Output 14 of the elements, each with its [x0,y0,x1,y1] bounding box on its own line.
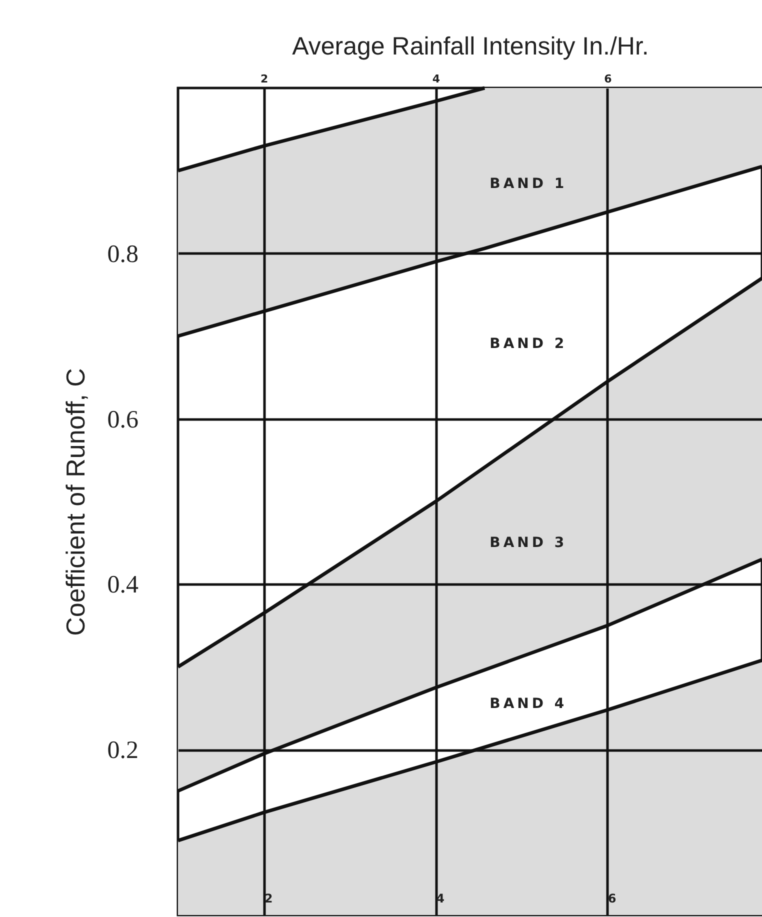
x2-axis-title: Average Rainfall Intensity In./Hr. [292,32,649,60]
annotation: BAND 1 [490,176,568,192]
annotation: BAND 2 [490,336,568,352]
annotation: BAND 3 [490,534,568,551]
y-axis-title: Coefficient of Runoff, C [60,368,90,636]
annotation: BAND 4 [490,696,568,712]
x2-tick-label: 4 [432,72,440,86]
y-tick-label: 0.2 [107,737,138,764]
x2-tick-label: 2 [260,72,268,86]
x2-tick-label: 6 [604,72,612,86]
y-tick-label: 0.4 [107,572,139,599]
y-tick-label: 0.6 [107,406,138,434]
y-tick-label: 0.8 [107,240,138,268]
x-tick-label: 6 [608,892,616,906]
